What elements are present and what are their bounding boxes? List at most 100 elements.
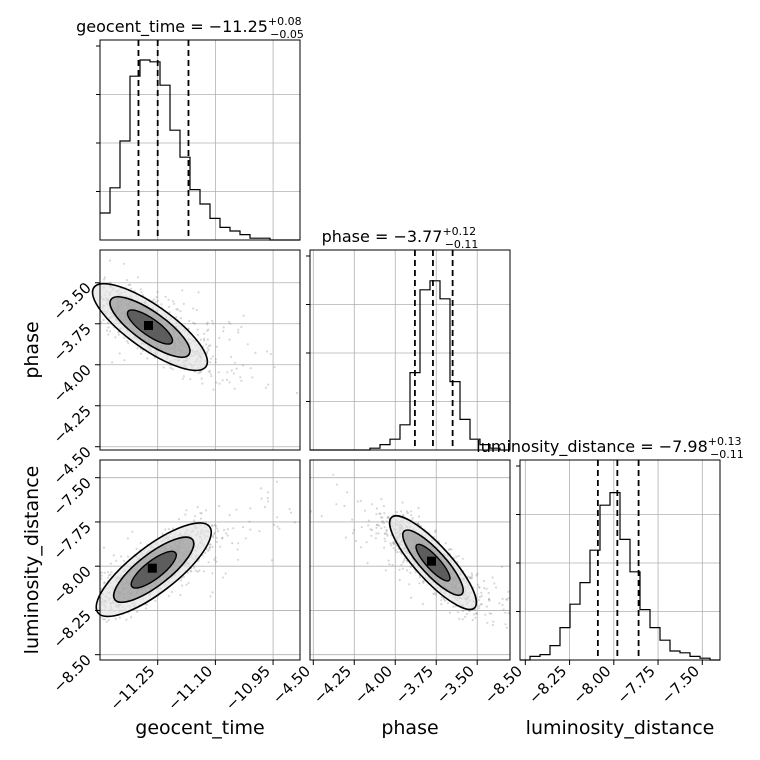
sample-point [186,571,189,574]
sample-point [170,590,173,594]
sample-point [193,322,196,325]
sample-point [206,346,209,349]
histogram-title: geocent_time = −11.25+0.08 −0.05 [76,15,304,41]
panel-frame [309,459,511,661]
sample-point [235,367,238,370]
sample-point [417,506,420,510]
sample-point [209,372,212,375]
sample-point [126,279,129,282]
title-plus: +0.13 [708,435,742,448]
sample-point [206,329,209,332]
sample-point [267,383,270,386]
sample-point [196,570,199,573]
sample-point [208,546,211,549]
sample-point [211,545,214,548]
sample-point [107,571,110,574]
sample-point [385,520,388,523]
sample-point [293,521,296,524]
sample-point [507,590,510,593]
sample-point [485,605,488,608]
sample-point [129,283,132,286]
sample-point [242,526,245,529]
sample-point [400,510,403,513]
sample-point [100,574,103,577]
sample-point [160,303,163,306]
sample-point [105,620,108,623]
sample-point [108,330,112,333]
x-tick-label: −4.25 [310,662,355,707]
sample-point [169,366,172,369]
sample-point [370,529,373,532]
sample-point [179,317,182,320]
sample-point [491,623,494,627]
sample-point [488,598,491,601]
sample-point [204,509,208,512]
sample-point [475,612,478,615]
sample-point [448,547,452,551]
sample-point [130,287,133,290]
sample-point [136,347,139,350]
sample-point [227,320,230,324]
sample-point [212,536,215,539]
sample-point [206,321,209,324]
histogram-step [310,280,510,451]
sample-point [114,336,117,339]
sample-point [102,618,105,621]
sample-point [155,296,158,299]
sample-point [229,322,232,325]
sample-point [140,352,143,355]
sample-point [269,352,272,356]
sample-point [199,371,202,374]
sample-point [434,593,437,596]
sample-point [199,338,202,341]
sample-point [233,387,236,390]
sample-point [153,356,156,359]
title-plus: +0.12 [442,225,476,238]
sample-point [222,330,225,333]
panel-frame [309,249,511,451]
sample-point [498,602,501,605]
x-tick-label: −10.95 [222,662,274,714]
sample-point [395,510,398,514]
sample-point [208,548,211,551]
sample-point [501,603,504,607]
sample-point [135,547,138,551]
sample-point [130,616,133,619]
sample-point [251,376,254,379]
sample-point [246,343,249,346]
sample-point [383,537,386,540]
sample-point [471,574,474,577]
sample-point [100,577,103,580]
sample-point [107,619,110,622]
x-tick-label: −8.00 [569,662,614,707]
sample-point [260,497,263,500]
sample-point [161,532,164,535]
sample-point [215,345,218,348]
sample-point [376,523,379,527]
sample-point [167,298,170,301]
sample-point [237,558,240,561]
sample-point [100,587,103,591]
sample-point [213,532,216,536]
sample-point [164,295,167,298]
title-main: geocent_time = −11.25 [76,17,268,37]
title-plus: +0.08 [268,15,302,28]
sample-point [204,551,207,555]
sample-point [144,607,147,610]
sample-point [207,370,210,373]
sample-point [278,527,281,530]
sample-point [226,534,229,537]
sample-point [478,585,481,588]
sample-point [214,361,217,364]
sample-point [237,542,240,545]
sample-point [487,591,490,595]
sample-point [209,595,212,598]
sample-point [215,536,218,539]
sample-point [410,596,413,599]
sample-point [136,276,139,279]
sample-point [359,546,362,549]
sample-point [478,604,481,608]
sample-point [505,598,508,601]
panel-frame [519,459,721,661]
sample-point [249,367,252,370]
